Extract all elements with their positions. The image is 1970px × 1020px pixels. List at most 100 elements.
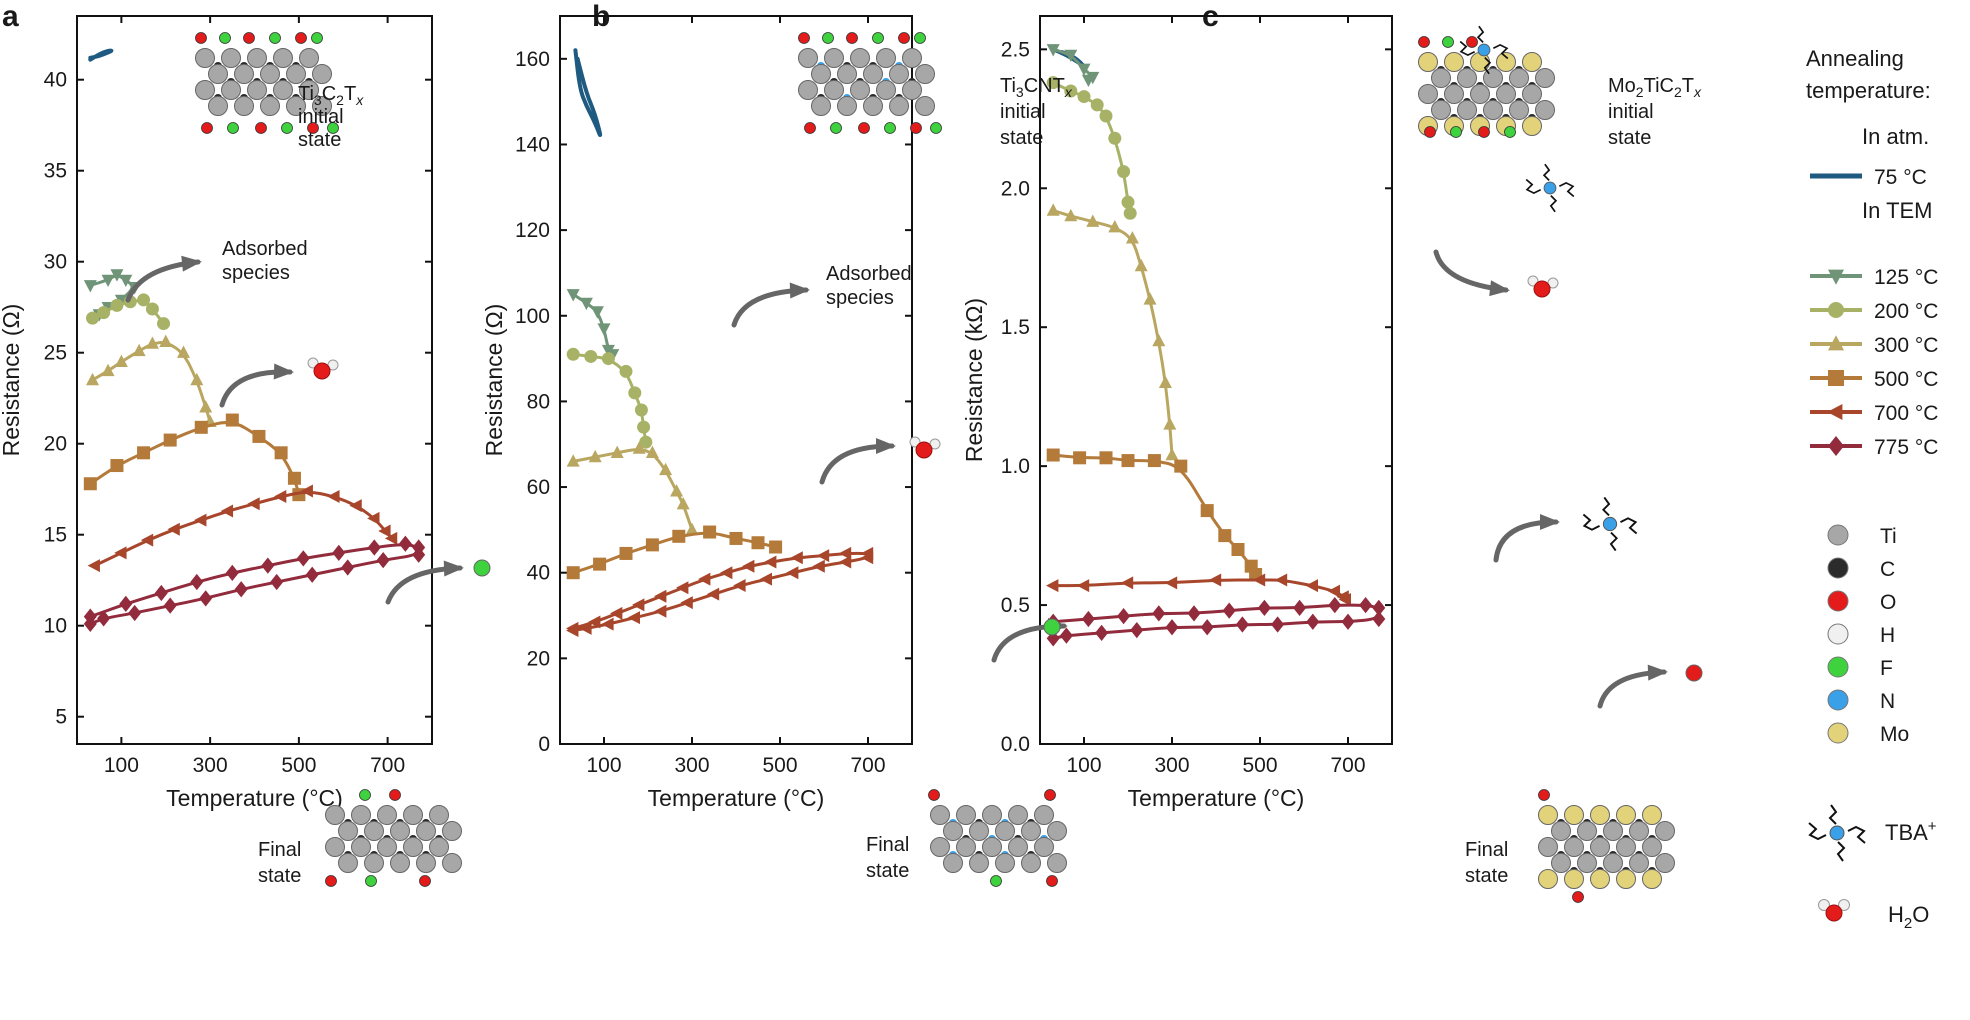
panel-c-final-state-label: state [1465, 865, 1508, 887]
atom-sphere [299, 48, 319, 68]
atom-sphere [338, 821, 358, 841]
data-point [742, 559, 755, 573]
data-point [1099, 451, 1113, 465]
data-point [305, 566, 319, 583]
arrow-head [443, 560, 464, 577]
atom-sphere [377, 805, 397, 825]
data-point [1158, 375, 1172, 388]
terminal-atom [227, 122, 239, 134]
data-point [225, 413, 239, 427]
oxygen-atom-icon [1685, 664, 1703, 682]
data-point [1134, 258, 1148, 272]
data-point [593, 557, 607, 571]
data-point [610, 606, 623, 620]
data-point [628, 386, 642, 400]
atom-legend-entry: F [1827, 656, 1893, 680]
terminal-atom [255, 122, 267, 134]
data-point [341, 559, 355, 576]
x-tick-label: 300 [1154, 754, 1189, 777]
atom-sphere [1034, 805, 1054, 825]
water-molecule-icon [909, 436, 941, 459]
atom-sphere [364, 821, 384, 841]
panel-a-initial-label: initial [298, 106, 344, 128]
legend-title-line2: temperature: [1806, 78, 1931, 103]
atom-sphere [889, 96, 909, 116]
data-point [860, 551, 874, 565]
panel-b-final-state-label: state [866, 860, 909, 882]
terminal-atom [1572, 891, 1584, 903]
atom-sphere [837, 96, 857, 116]
terminal-atom [872, 32, 884, 44]
data-point [579, 297, 593, 311]
x-tick-label: 100 [104, 754, 139, 777]
data-point [698, 572, 711, 586]
data-point [119, 595, 133, 612]
data-point [1235, 616, 1249, 633]
data-point [1218, 529, 1232, 543]
atom-sphere [1629, 821, 1649, 841]
y-tick-label: 160 [515, 48, 550, 71]
atom-sphere [429, 837, 449, 857]
legend: Annealing temperature: In atm. In TEM 75… [1806, 46, 1938, 459]
atom-sphere [1564, 805, 1584, 825]
atom-sphere [221, 80, 241, 100]
series-line [1051, 578, 1348, 602]
tba-molecule-icon [1808, 804, 1866, 862]
data-point [1064, 84, 1078, 98]
panel-c-final-label: Final [1465, 839, 1508, 861]
series-line [1051, 453, 1258, 577]
atom-legend-entry: Mo [1827, 722, 1909, 746]
legend-entry-label: 700 °C [1874, 402, 1938, 425]
data-point [703, 525, 717, 539]
y-tick-label: 2.5 [1001, 38, 1030, 61]
legend-swatch-marker [1827, 404, 1843, 420]
atom-sphere [956, 837, 976, 857]
y-tick-label: 35 [44, 160, 67, 183]
legend-entry-label: 200 °C [1874, 300, 1938, 323]
atom-sphere [824, 80, 844, 100]
data-point [1305, 579, 1318, 593]
data-point [247, 497, 260, 511]
atom-sphere [995, 853, 1015, 873]
data-point [632, 441, 646, 454]
legend-entries: 75 °C 125 °C 200 °C 300 °C 500 °C 700 °C 775 °… [1810, 166, 1938, 459]
y-tick-label: 100 [515, 305, 550, 328]
data-point [1257, 599, 1271, 616]
data-point [645, 538, 659, 552]
data-point [1064, 208, 1078, 222]
atom-legend-label: Ti [1880, 525, 1897, 548]
data-point [1117, 608, 1131, 625]
atom-sphere [325, 837, 345, 857]
series-700C [87, 484, 398, 573]
series-line [1051, 209, 1174, 457]
mo2tic2tx-crystal-image [1418, 36, 1555, 138]
data-point [83, 477, 97, 491]
data-point [177, 345, 190, 358]
y-axis-label: Resistance (kΩ) [961, 298, 987, 462]
data-point [764, 555, 777, 569]
legend-entry: 125 °C [1810, 266, 1938, 289]
water-molecule-icon [307, 357, 339, 380]
atom-sphere [1590, 869, 1610, 889]
arrow-head [1647, 664, 1668, 681]
data-point [1064, 49, 1078, 63]
data-point [101, 274, 115, 288]
atom-sphere [416, 821, 436, 841]
data-point [220, 504, 234, 518]
data-point [140, 533, 154, 547]
x-axis-label: Temperature (°C) [648, 785, 825, 811]
data-point [252, 429, 266, 443]
panel-b-final-structure-image [928, 789, 1067, 887]
data-point [378, 524, 391, 538]
data-point [1143, 292, 1157, 305]
atom-sphere [956, 805, 976, 825]
atom-legend-label: N [1880, 690, 1895, 713]
data-point [812, 559, 825, 573]
atom-sphere [1509, 68, 1529, 88]
tba-molecule-icon [1459, 25, 1509, 75]
atom-sphere [824, 48, 844, 68]
atom-sphere [1496, 84, 1516, 104]
atom-sphere [286, 64, 306, 84]
panel-a-state-label: state [298, 129, 341, 151]
terminal-atom [359, 789, 371, 801]
